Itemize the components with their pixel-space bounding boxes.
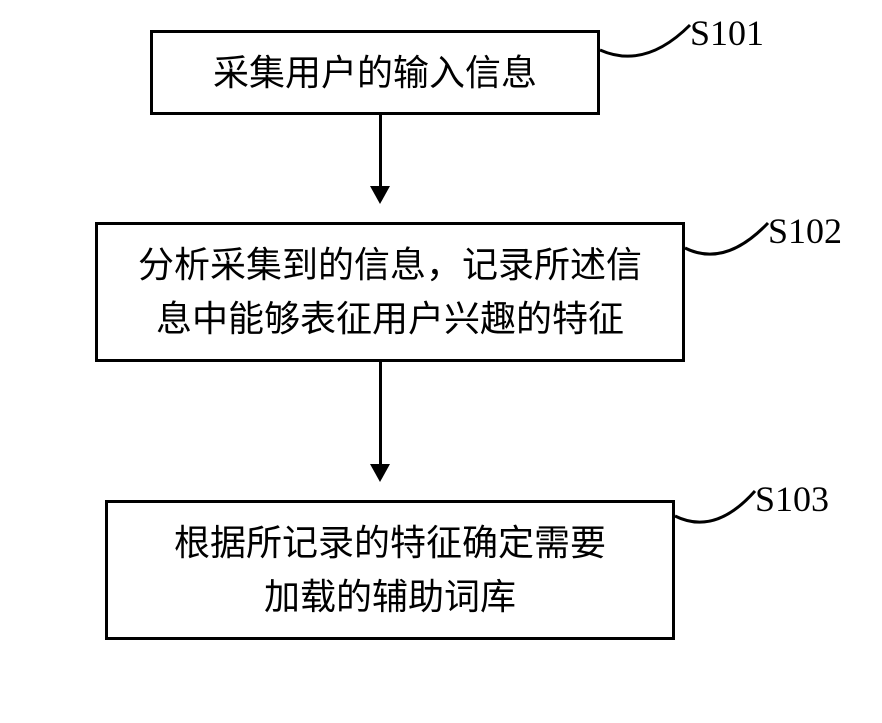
connector-s102 <box>680 208 775 278</box>
step-text-s101: 采集用户的输入信息 <box>213 46 537 100</box>
connector-s101 <box>595 10 695 80</box>
step-label-s101: S101 <box>690 12 764 54</box>
step-text-s102: 分析采集到的信息，记录所述信 息中能够表征用户兴趣的特征 <box>138 238 642 346</box>
connector-s103 <box>670 476 765 546</box>
step-box-s101: 采集用户的输入信息 <box>150 30 600 115</box>
step-box-s102: 分析采集到的信息，记录所述信 息中能够表征用户兴趣的特征 <box>95 222 685 362</box>
step-text-s103: 根据所记录的特征确定需要 加载的辅助词库 <box>174 516 606 624</box>
step-label-s103: S103 <box>755 478 829 520</box>
flowchart-container: 采集用户的输入信息 S101 分析采集到的信息，记录所述信 息中能够表征用户兴趣… <box>0 0 882 723</box>
arrow-2 <box>370 362 390 482</box>
step-box-s103: 根据所记录的特征确定需要 加载的辅助词库 <box>105 500 675 640</box>
arrow-1 <box>370 115 390 204</box>
step-label-s102: S102 <box>768 210 842 252</box>
